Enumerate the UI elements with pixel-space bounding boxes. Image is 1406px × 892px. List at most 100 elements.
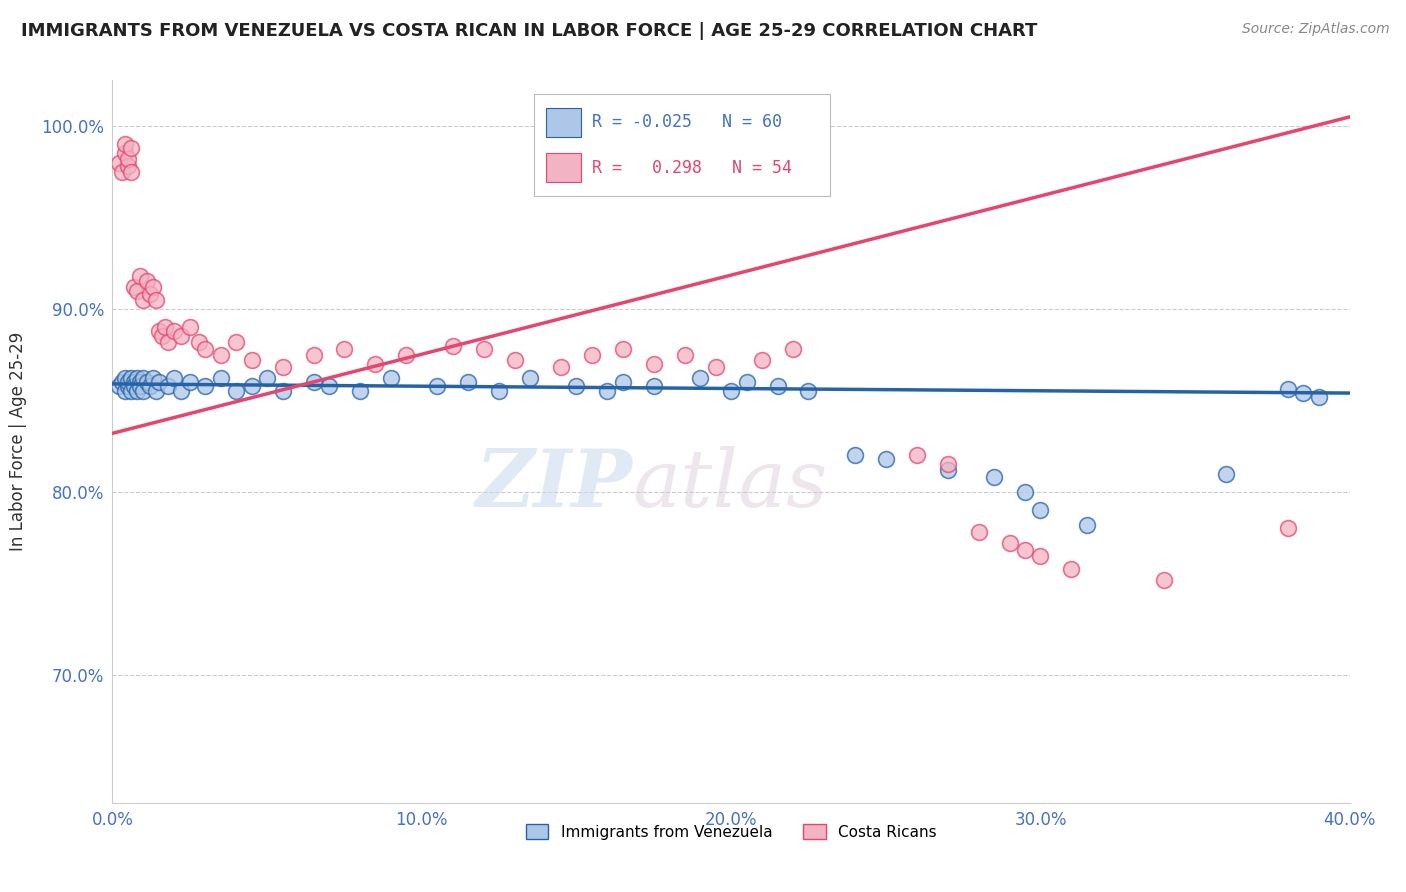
Point [132, 384, 155, 399]
Point [157, 378, 180, 392]
Point [114, 384, 136, 399]
Point [936, 458, 959, 472]
Point [519, 371, 541, 385]
Point [114, 137, 136, 152]
Point [596, 384, 619, 399]
Point [735, 375, 758, 389]
Point [271, 360, 294, 375]
Point [127, 384, 149, 399]
Text: R =   0.298   N = 54: R = 0.298 N = 54 [592, 159, 792, 177]
Point [1029, 503, 1052, 517]
Legend: Immigrants from Venezuela, Costa Ricans: Immigrants from Venezuela, Costa Ricans [519, 818, 943, 846]
Point [209, 348, 232, 362]
Point [150, 329, 173, 343]
Point [1277, 383, 1299, 397]
Point [751, 353, 773, 368]
Point [117, 152, 139, 166]
Point [142, 280, 165, 294]
Point [132, 293, 155, 307]
Point [169, 384, 191, 399]
Point [120, 141, 142, 155]
Point [117, 375, 139, 389]
Point [349, 384, 371, 399]
Point [689, 371, 711, 385]
Point [457, 375, 479, 389]
Point [1277, 521, 1299, 535]
Point [704, 360, 727, 375]
Text: ZIP: ZIP [475, 446, 633, 524]
Point [302, 348, 325, 362]
Text: IMMIGRANTS FROM VENEZUELA VS COSTA RICAN IN LABOR FORCE | AGE 25-29 CORRELATION : IMMIGRANTS FROM VENEZUELA VS COSTA RICAN… [21, 22, 1038, 40]
Point [271, 384, 294, 399]
Point [209, 371, 232, 385]
Point [120, 384, 142, 399]
Point [135, 375, 157, 389]
Point [145, 293, 167, 307]
Point [169, 329, 191, 343]
Point [766, 378, 789, 392]
Point [122, 280, 145, 294]
Point [797, 384, 820, 399]
Point [565, 378, 588, 392]
Point [138, 287, 160, 301]
Point [122, 375, 145, 389]
Point [380, 371, 402, 385]
Point [673, 348, 696, 362]
Point [1153, 573, 1175, 587]
Point [936, 463, 959, 477]
Point [157, 334, 180, 349]
Point [142, 371, 165, 385]
Point [256, 371, 278, 385]
Point [225, 384, 247, 399]
Point [148, 324, 170, 338]
Point [117, 159, 139, 173]
Point [905, 448, 928, 462]
Point [1076, 517, 1098, 532]
Point [111, 375, 134, 389]
Point [1308, 390, 1330, 404]
Point [129, 378, 152, 392]
Point [364, 357, 387, 371]
Point [472, 342, 495, 356]
Point [643, 357, 665, 371]
Point [395, 348, 418, 362]
Point [967, 525, 990, 540]
Point [1215, 467, 1237, 481]
Point [643, 378, 665, 392]
Point [333, 342, 356, 356]
Text: atlas: atlas [633, 446, 828, 524]
Point [114, 146, 136, 161]
Point [503, 353, 526, 368]
Point [120, 371, 142, 385]
Point [179, 320, 201, 334]
Point [127, 284, 149, 298]
Point [122, 378, 145, 392]
Point [488, 384, 510, 399]
Point [318, 378, 340, 392]
Point [138, 378, 160, 392]
Point [581, 348, 603, 362]
Point [302, 375, 325, 389]
Point [188, 334, 211, 349]
Point [998, 536, 1021, 550]
Point [1014, 543, 1036, 558]
Point [875, 451, 897, 466]
Point [129, 268, 152, 283]
Point [135, 275, 157, 289]
Point [127, 371, 149, 385]
Point [612, 342, 634, 356]
Point [225, 334, 247, 349]
Point [194, 342, 217, 356]
Point [1292, 386, 1315, 401]
Point [153, 320, 176, 334]
Point [426, 378, 449, 392]
Point [194, 378, 217, 392]
Point [163, 371, 186, 385]
Point [129, 375, 152, 389]
Point [111, 165, 134, 179]
Text: Source: ZipAtlas.com: Source: ZipAtlas.com [1241, 22, 1389, 37]
Point [148, 375, 170, 389]
Point [240, 378, 263, 392]
Point [240, 353, 263, 368]
Point [1060, 562, 1083, 576]
